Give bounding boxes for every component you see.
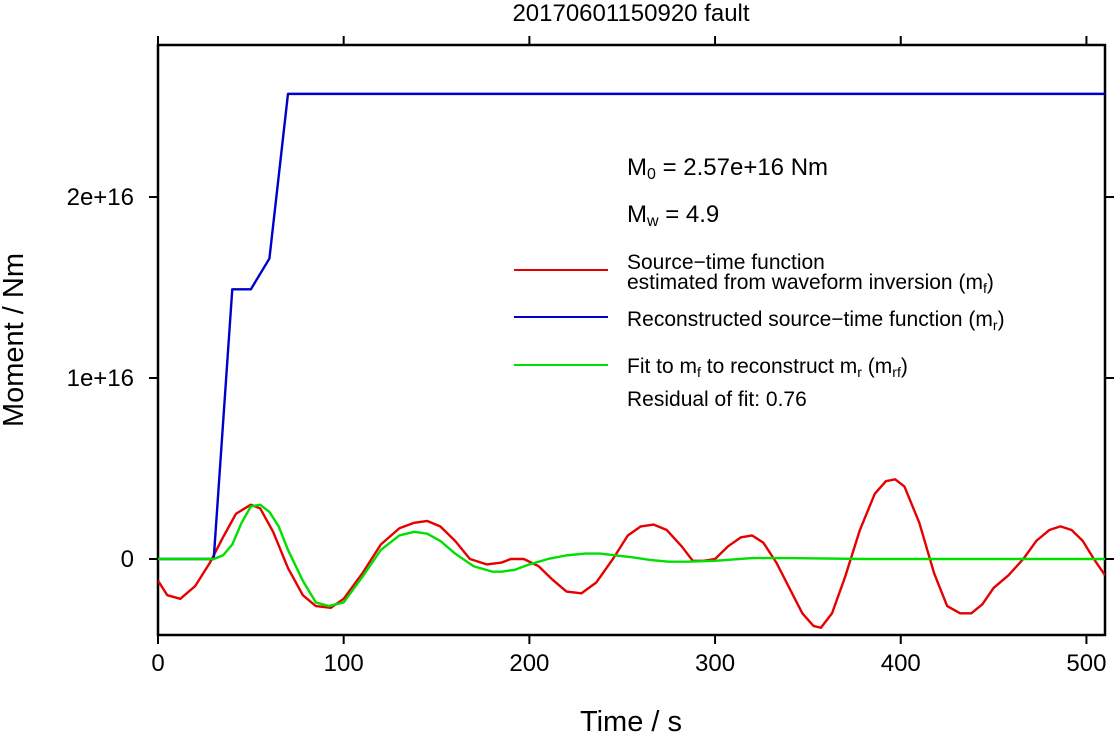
legend-label-source-time-function: Source−time function xyxy=(627,251,825,274)
series-layer xyxy=(158,92,1105,629)
plot-frame xyxy=(156,43,1107,637)
moment-magnitude-annotation: Mw = 4.9 xyxy=(627,201,720,230)
x-tick-label: 400 xyxy=(881,650,921,677)
x-tick-label: 0 xyxy=(151,650,164,677)
y-axis-label: Moment / Nm xyxy=(0,253,30,427)
legend-label-reconstructed: Reconstructed source−time function (mr) xyxy=(627,308,1005,333)
x-tick-label: 300 xyxy=(695,650,735,677)
chart-title: 20170601150920 fault xyxy=(512,0,749,27)
legend-label-fit: Fit to mf to reconstruct mr (mrf) xyxy=(627,355,908,380)
x-tick-label: 500 xyxy=(1066,650,1106,677)
x-axis-label: Time / s xyxy=(580,706,682,736)
legend-swatch-fit xyxy=(514,364,608,366)
legend-swatch-reconstructed xyxy=(514,316,608,318)
x-tick-label: 200 xyxy=(509,650,549,677)
y-tick-label: 1e+16 xyxy=(67,365,134,392)
axes: 0 100 200 300 400 500 0 1e+16 2e+16 xyxy=(67,36,1114,677)
series-line-3 xyxy=(158,503,1105,608)
legend-swatch-source-time-function xyxy=(514,269,608,271)
residual-of-fit: Residual of fit: 0.76 xyxy=(627,388,807,411)
legend-label-waveform-inversion: estimated from waveform inversion (mf) xyxy=(627,271,994,296)
x-tick-label: 100 xyxy=(324,650,364,677)
series-line-1 xyxy=(158,478,1105,629)
seismic-moment-annotation: M0 = 2.57e+16 Nm xyxy=(627,154,829,183)
y-tick-label: 2e+16 xyxy=(67,184,134,211)
y-tick-label: 0 xyxy=(121,546,134,573)
